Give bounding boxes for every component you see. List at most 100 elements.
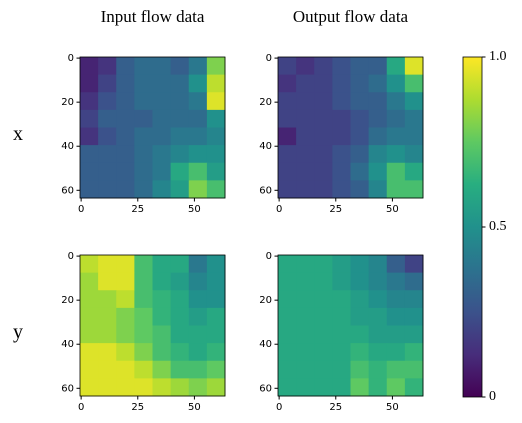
y-tick-label: 40 [259, 141, 272, 152]
heatmap-cell [206, 255, 226, 274]
axes-frame [277, 254, 424, 397]
heatmap-cell [332, 109, 351, 128]
heatmap-cell [116, 343, 135, 362]
heatmap-cell [116, 378, 135, 397]
heatmap-cell [116, 162, 135, 181]
heatmap-cell [134, 378, 153, 397]
heatmap-cell [296, 180, 315, 199]
heatmap-cell [350, 180, 370, 199]
heatmap-cell [80, 290, 99, 309]
heatmap-cell [152, 109, 172, 128]
heatmap-cell [116, 127, 135, 146]
axes-frame [277, 56, 424, 199]
heatmap-cell [170, 255, 190, 274]
heatmap-cell [152, 145, 172, 164]
heatmap-cell [170, 343, 190, 362]
heatmap-cell [278, 325, 297, 344]
heatmap-cell [80, 57, 99, 76]
x-tick-label: 0 [276, 402, 282, 413]
heatmap-cell [98, 290, 117, 309]
heatmap-cell [386, 74, 406, 93]
heatmap-cell [332, 307, 351, 326]
heatmap-cell [296, 255, 315, 274]
y-tick-label: 0 [266, 251, 272, 262]
heatmap-cell [206, 74, 226, 93]
heatmap-cell [296, 307, 315, 326]
axes-frame [79, 254, 226, 397]
y-tick-label: 0 [68, 53, 74, 64]
heatmap-cell [170, 109, 190, 128]
heatmap-cell [170, 378, 190, 397]
heatmap-cell [314, 109, 333, 128]
heatmap-cell [350, 272, 370, 291]
heatmap-cell [350, 378, 370, 397]
heatmap-cell [170, 272, 190, 291]
colorbar-tick-label: 1.0 [489, 49, 507, 64]
y-tick-label: 40 [61, 141, 74, 152]
heatmap-cell [278, 127, 297, 146]
heatmap-cell [404, 57, 424, 76]
heatmap-cell [206, 92, 226, 111]
heatmap-cell [152, 162, 172, 181]
heatmap-cell [368, 272, 388, 291]
heatmap-cell [278, 360, 297, 379]
heatmap-cell [206, 290, 226, 309]
y-tick-label: 60 [259, 185, 272, 196]
heatmap-cell [188, 127, 208, 146]
heatmap-cell [206, 272, 226, 291]
heatmap-cell [368, 162, 388, 181]
heatmap-cell [296, 145, 315, 164]
heatmap-cell [188, 343, 208, 362]
heatmap-cell [116, 325, 135, 344]
heatmap-cell [332, 290, 351, 309]
heatmap-cell [404, 74, 424, 93]
heatmap-cell [296, 162, 315, 181]
heatmap-cell [116, 92, 135, 111]
heatmap-cell [278, 145, 297, 164]
heatmap-cell [116, 360, 135, 379]
heatmap-cell [98, 92, 117, 111]
heatmap-cell [98, 127, 117, 146]
heatmap-cell [368, 74, 388, 93]
heatmap-cell [368, 360, 388, 379]
heatmap-cell [332, 343, 351, 362]
heatmap-cell [152, 343, 172, 362]
heatmap-cell [350, 255, 370, 274]
heatmap-cell [368, 180, 388, 199]
heatmap-cell [332, 145, 351, 164]
heatmap-cell [332, 180, 351, 199]
heatmap-cell [386, 162, 406, 181]
heatmap-cell [368, 255, 388, 274]
heatmap-cell [188, 162, 208, 181]
heatmap-cell [350, 290, 370, 309]
heatmap-cell [80, 343, 99, 362]
heatmap-cell [170, 180, 190, 199]
heatmap-cell [404, 180, 424, 199]
heatmap-cell [152, 272, 172, 291]
y-tick-label: 20 [259, 295, 272, 306]
heatmap-cell [134, 255, 153, 274]
heatmap-cell [98, 360, 117, 379]
y-tick-label: 40 [61, 339, 74, 350]
heatmap-cell [188, 325, 208, 344]
heatmap-cell [116, 109, 135, 128]
heatmap-cell [332, 162, 351, 181]
heatmap-cell [134, 57, 153, 76]
heatmap-cell [314, 180, 333, 199]
heatmap-cell [350, 109, 370, 128]
y-tick-label: 0 [68, 251, 74, 262]
heatmap-cell [170, 290, 190, 309]
x-tick-label: 50 [386, 402, 399, 413]
heatmap-cell [80, 255, 99, 274]
column-title: Input flow data [101, 7, 205, 26]
heatmap-cell [278, 109, 297, 128]
heatmap-cell [206, 360, 226, 379]
heatmap-cell [350, 343, 370, 362]
heatmap-cell [368, 343, 388, 362]
heatmap-cell [170, 57, 190, 76]
heatmap-cell [314, 325, 333, 344]
heatmap-cell [386, 255, 406, 274]
heatmap-cell [332, 378, 351, 397]
heatmap-cell [98, 180, 117, 199]
